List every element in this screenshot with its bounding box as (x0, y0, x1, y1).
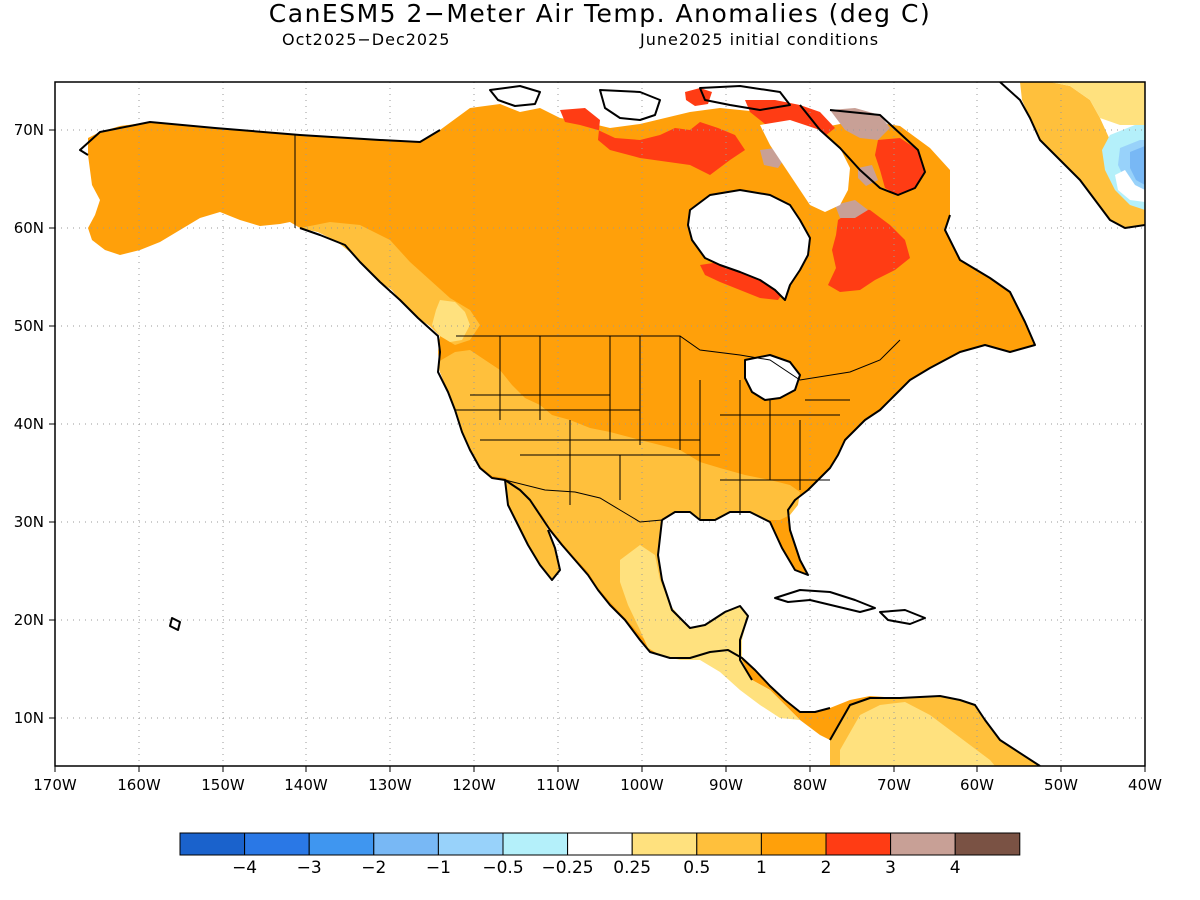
colorbar-swatch (373, 832, 439, 856)
lon-label: 170W (33, 776, 77, 794)
lon-label: 70W (877, 776, 911, 794)
colorbar-label: −2 (361, 858, 386, 878)
lat-label: 70N (14, 121, 44, 139)
lon-label: 40W (1128, 776, 1162, 794)
axis-ticks (49, 129, 1146, 772)
anomaly-region-arctic-red-1 (560, 108, 745, 175)
colorbar-label: 2 (821, 858, 832, 878)
baja-coast (504, 479, 561, 581)
lon-label: 80W (793, 776, 827, 794)
forecast-period: Oct2025−Dec2025 (282, 30, 451, 49)
arctic-island-1 (599, 89, 661, 121)
arctic-islands-white-2 (760, 120, 850, 212)
anomaly-region-greenland-cold-3 (1130, 146, 1145, 185)
map-title: CanESM5 2−Meter Air Temp. Anomalies (deg… (268, 0, 932, 28)
lat-label: 20N (14, 611, 44, 629)
greenland-coast (999, 82, 1145, 229)
lon-label: 60W (960, 776, 994, 794)
colorbar-label: 0.25 (613, 858, 651, 878)
colorbar-label: 4 (950, 858, 961, 878)
latitude-labels: 70N 60N 50N 40N 30N 20N 10N (14, 121, 44, 727)
lon-label: 90W (709, 776, 743, 794)
baffin-island-coast (799, 104, 926, 196)
colorbar-swatch (890, 832, 956, 856)
alaska-gap-white (120, 115, 175, 124)
lon-label: 160W (117, 776, 161, 794)
lon-label: 150W (201, 776, 245, 794)
anomaly-region-greenland-south (1020, 82, 1145, 228)
colorbar-swatch (825, 832, 892, 856)
anomaly-region-arctic-red-3 (685, 88, 712, 106)
colorbar-label: −0.25 (542, 858, 594, 878)
lon-label: 130W (368, 776, 412, 794)
mexico-east-coast (657, 519, 753, 681)
south-america-coast (829, 695, 1041, 766)
anomaly-region-greenland-east (1050, 82, 1145, 125)
cuba-coast (774, 589, 876, 613)
anomaly-region-pacific-nw (432, 300, 470, 342)
lon-label: 120W (452, 776, 496, 794)
gulf-of-mexico-coast (661, 214, 1036, 576)
lat-label: 10N (14, 709, 44, 727)
colorbar-label: −0.5 (482, 858, 523, 878)
anomaly-fields (88, 82, 1145, 766)
us-state-lines (455, 336, 850, 520)
lon-label: 100W (620, 776, 664, 794)
hawaii-island (169, 617, 181, 631)
political-borders (294, 135, 901, 523)
lat-label: 50N (14, 317, 44, 335)
longitude-labels: 170W 160W 150W 140W 130W 120W 110W 100W … (33, 776, 1162, 794)
colorbar-swatch (760, 832, 827, 856)
initial-conditions: June2025 initial conditions (640, 30, 880, 49)
hudson-bay-white (688, 190, 810, 300)
anomaly-region-hudson-red (700, 262, 785, 300)
colorbar-swatch (631, 832, 698, 856)
colorbar-label: −3 (297, 858, 322, 878)
colorbar-swatch (308, 832, 375, 856)
lat-label: 40N (14, 415, 44, 433)
colorbar-swatch (567, 832, 633, 856)
hudson-bay-coast (687, 189, 811, 301)
colorbar-label: 0.5 (683, 858, 710, 878)
us-canada-border (456, 335, 901, 381)
anomaly-region-baffin-red (875, 138, 925, 195)
anomaly-region-mexico-coast (620, 545, 800, 720)
arctic-islands-white-4 (900, 82, 1005, 125)
colorbar-swatch (179, 832, 246, 856)
great-lakes-gap-white (745, 355, 800, 400)
anomaly-region-greenland-white (1115, 170, 1145, 202)
colorbar-label: 3 (885, 858, 896, 878)
arctic-island-3 (699, 85, 791, 111)
colorbar-swatch (437, 832, 504, 856)
colorbar-labels: −4 −3 −2 −1 −0.5 −0.25 0.25 0.5 1 2 3 4 (232, 858, 961, 878)
arctic-islands-white-1 (600, 90, 660, 120)
anomaly-region-ungava-brown (835, 200, 868, 218)
anomaly-region-venezuela (840, 702, 995, 766)
anomaly-region-baja (505, 480, 560, 580)
hispaniola-coast (879, 609, 926, 625)
anomaly-region-labrador-red (828, 208, 910, 292)
colorbar-label: 1 (756, 858, 767, 878)
north-america-coast (79, 121, 831, 713)
colorbar-swatch (954, 832, 1021, 856)
lat-label: 30N (14, 513, 44, 531)
graticule (55, 82, 1145, 766)
anomaly-region-western-us (438, 350, 800, 675)
colorbar-label: −4 (232, 858, 257, 878)
lon-label: 140W (284, 776, 328, 794)
great-lakes (744, 354, 801, 401)
colorbar (179, 832, 1021, 856)
colorbar-swatch (244, 832, 310, 856)
colorbar-swatch (502, 832, 569, 856)
lon-label: 110W (536, 776, 580, 794)
lat-label: 60N (14, 219, 44, 237)
coastlines (79, 82, 1145, 766)
colorbar-label: −1 (426, 858, 451, 878)
us-mexico-border (504, 479, 663, 523)
anomaly-region-baffin-brown (830, 108, 890, 140)
colorbar-swatch (696, 832, 762, 856)
arctic-island-2 (489, 85, 541, 107)
lon-label: 50W (1044, 776, 1078, 794)
